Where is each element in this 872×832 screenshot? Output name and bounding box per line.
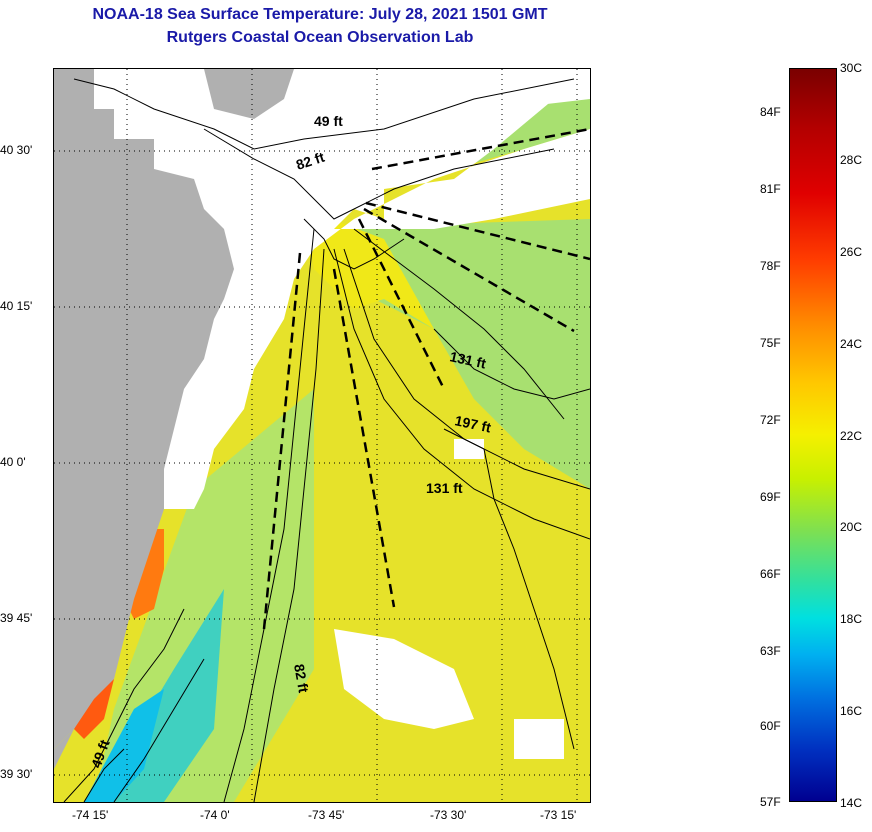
lat-label: 40 30' [0, 143, 33, 157]
colorbar-label-c: 18C [840, 612, 863, 626]
colorbar-label-c: 26C [840, 245, 863, 259]
colorbar-label-c: 22C [840, 429, 863, 443]
cloud-cover-north [94, 69, 590, 509]
colorbar-label-c: 16C [840, 704, 863, 718]
transect-line [363, 207, 575, 333]
sea-surface-cool-nearshore [94, 389, 314, 802]
contour-label: 131 ft [448, 348, 487, 371]
map-title: NOAA-18 Sea Surface Temperature: July 28… [92, 6, 548, 23]
contour-label: 131 ft [426, 480, 463, 496]
colorbar-label-f: 84F [760, 105, 781, 119]
sst-map: 49 ft 82 ft 131 ft 197 ft 131 ft 82 ft 4… [53, 68, 591, 803]
transect-line [365, 201, 590, 261]
colorbar-label-c: 30C [840, 61, 863, 75]
colorbar-label-c: 28C [840, 153, 863, 167]
lat-label: 39 45' [0, 611, 33, 625]
colorbar-label-f: 66F [760, 567, 781, 581]
cloud-patch-south [334, 629, 474, 729]
lon-label: -74 0' [200, 808, 230, 822]
contour-label: 82 ft [291, 663, 312, 694]
colorbar-label-f: 81F [760, 182, 781, 196]
lon-label: -74 15' [72, 808, 109, 822]
lon-label: -73 45' [308, 808, 345, 822]
colorbar-label-f: 72F [760, 413, 781, 427]
bathymetry-contours [63, 78, 590, 802]
lat-label: 39 30' [0, 767, 33, 781]
cloud-cover-top [294, 69, 590, 129]
colorbar-label-c: 14C [840, 796, 863, 810]
graticule [54, 69, 590, 802]
temperature-colorbar [789, 68, 837, 802]
colorbar-label-c: 24C [840, 337, 863, 351]
sea-surface-warm-band [304, 209, 434, 329]
colorbar-label-c: 20C [840, 520, 863, 534]
colorbar-label-f: 57F [760, 795, 781, 809]
map-subtitle: Rutgers Coastal Ocean Observation Lab [166, 29, 474, 46]
transect-lines [262, 127, 590, 630]
sst-map-canvas: 49 ft 82 ft 131 ft 197 ft 131 ft 82 ft 4… [54, 69, 590, 802]
land-new-jersey [54, 69, 234, 749]
transect-line [371, 127, 590, 171]
lon-label: -73 30' [430, 808, 467, 822]
sea-surface-coldest-coastal [84, 689, 164, 802]
contour-label: 197 ft [453, 412, 492, 435]
lon-label: -73 15' [540, 808, 577, 822]
cloud-patch-southeast [514, 719, 564, 759]
colorbar-label-f: 60F [760, 719, 781, 733]
warm-coastal-patch-south [74, 679, 114, 739]
colorbar-label-f: 69F [760, 490, 781, 504]
land-long-island [204, 69, 294, 119]
land-cape-may [54, 729, 74, 769]
lat-label: 40 0' [0, 455, 26, 469]
cloud-patch-small [454, 439, 484, 459]
transect-line [332, 268, 396, 608]
contour-label: 49 ft [314, 113, 343, 129]
colorbar-label-f: 63F [760, 644, 781, 658]
colorbar-label-f: 78F [760, 259, 781, 273]
lat-label: 40 15' [0, 299, 33, 313]
colorbar-label-f: 75F [760, 336, 781, 350]
